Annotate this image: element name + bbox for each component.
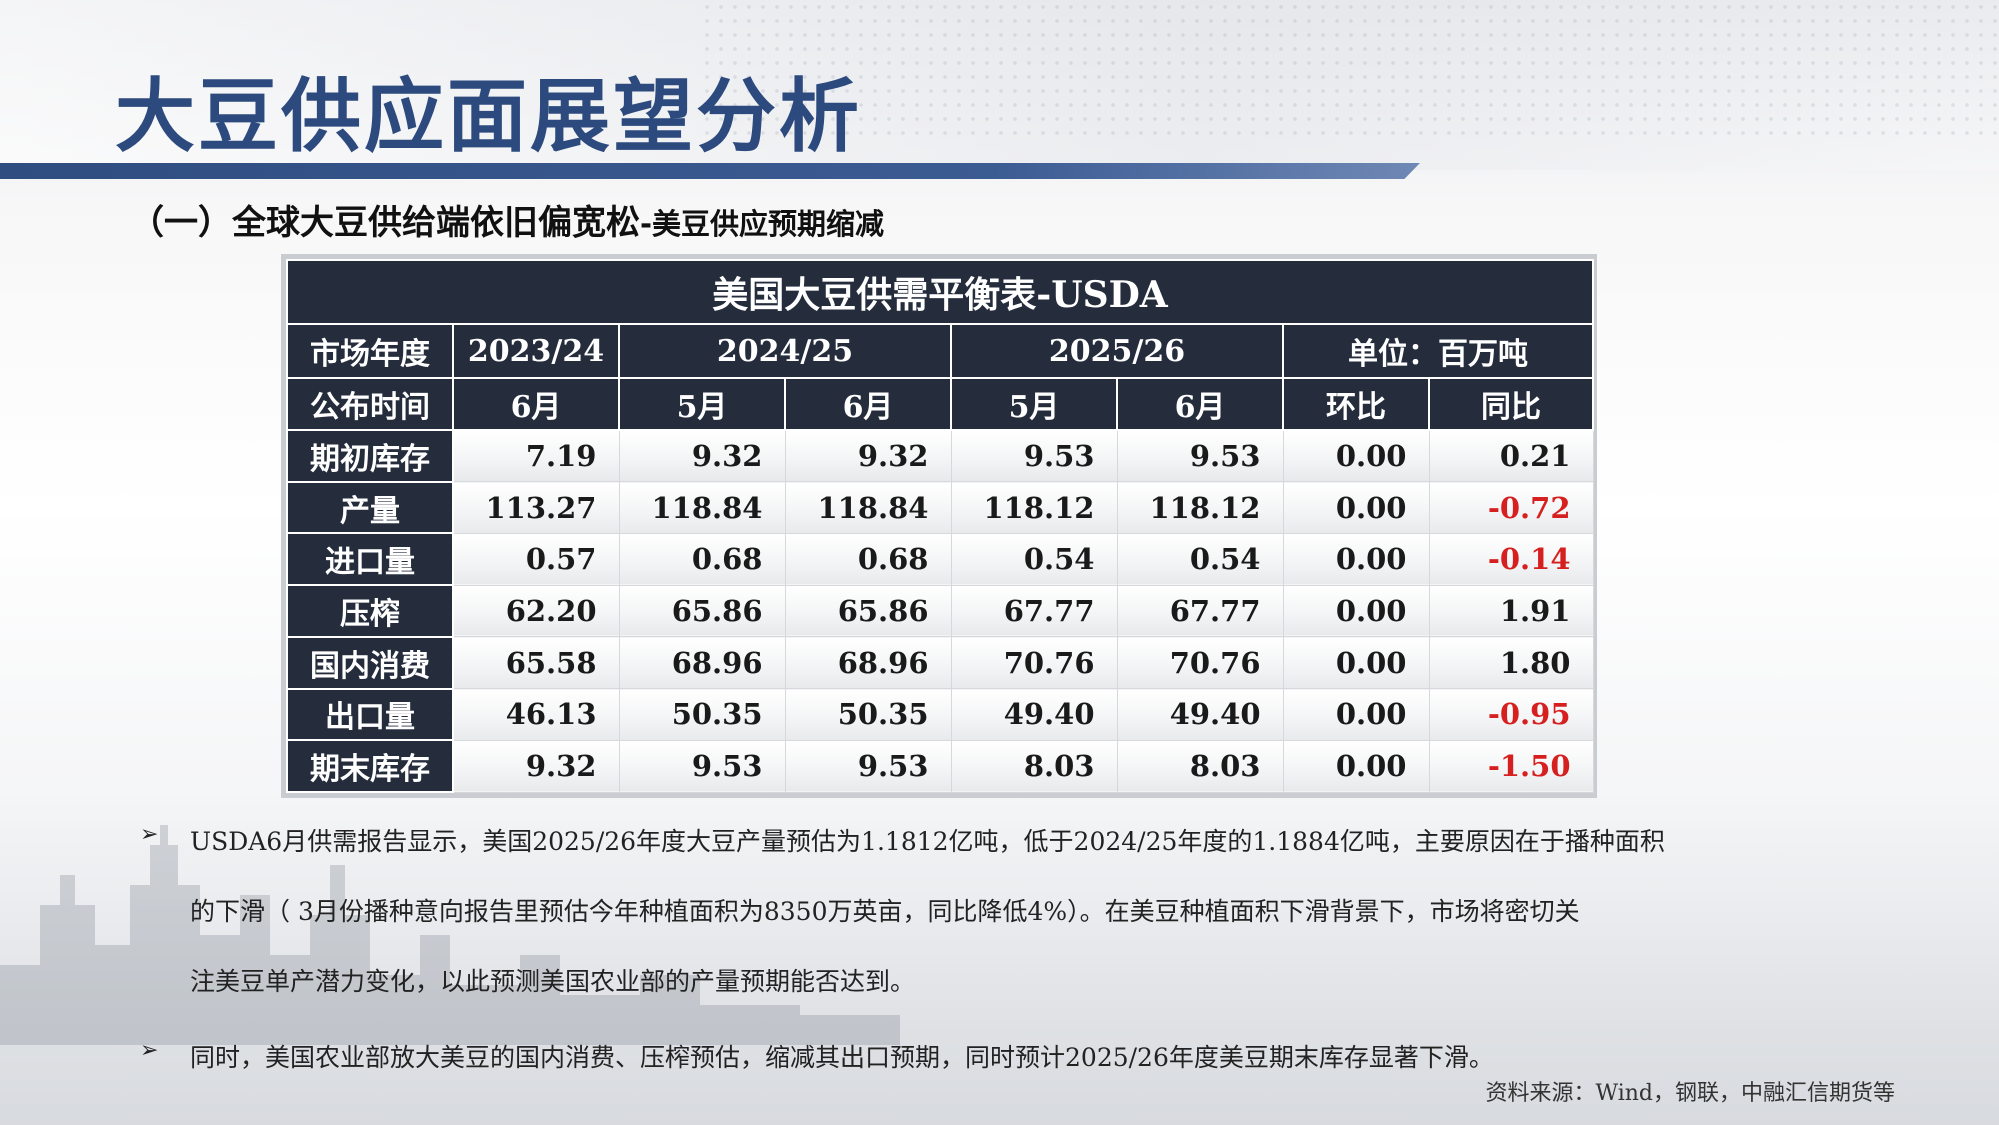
header-year-2023-24: 2023/24 — [452, 323, 620, 379]
header-year-2025-26: 2025/26 — [950, 323, 1284, 379]
table-row: 期末库存 9.32 9.53 9.53 8.03 8.03 0.00 -1.50 — [286, 739, 1594, 793]
table-cell: 49.40 — [1116, 688, 1284, 741]
table-cell: 9.32 — [784, 429, 952, 483]
table-cell: 8.03 — [950, 739, 1118, 793]
table-cell: 0.68 — [618, 532, 786, 586]
table-cell: 9.32 — [452, 739, 620, 793]
subtitle-main: （一）全球大豆供给端依旧偏宽松 — [130, 203, 640, 243]
table-cell: 7.19 — [452, 429, 620, 483]
table-cell: 0.00 — [1282, 636, 1430, 690]
table-cell: 118.84 — [618, 481, 786, 534]
table-cell: 0.21 — [1428, 429, 1594, 483]
bullet-arrow-icon: ➢ — [140, 822, 159, 847]
table-cell: 9.32 — [618, 429, 786, 483]
table-cell: -0.14 — [1428, 532, 1594, 586]
bullet-text-line: USDA6月供需报告显示，美国2025/26年度大豆产量预估为1.1812亿吨，… — [190, 827, 1665, 856]
header-col-4: 5月 — [950, 377, 1118, 431]
header-col-5: 6月 — [1116, 377, 1284, 431]
header-release-label: 公布时间 — [286, 377, 454, 431]
table-row: 国内消费 65.58 68.96 68.96 70.76 70.76 0.00 … — [286, 635, 1594, 690]
skyline-decoration — [0, 825, 900, 1045]
table-cell: 70.76 — [1116, 636, 1284, 690]
header-market-year-label: 市场年度 — [286, 323, 454, 379]
header-unit: 单位：百万吨 — [1282, 323, 1594, 379]
table-cell: 9.53 — [784, 739, 952, 793]
table-cell: 0.00 — [1282, 429, 1430, 483]
table-cell: -0.95 — [1428, 688, 1594, 741]
table-cell: 118.84 — [784, 481, 952, 534]
table-cell: 50.35 — [784, 688, 952, 741]
table-cell: 70.76 — [950, 636, 1118, 690]
table-cell: 0.00 — [1282, 739, 1430, 793]
slide-title: 大豆供应面展望分析 — [115, 70, 862, 163]
table-row: 压榨 62.20 65.86 65.86 67.77 67.77 0.00 1.… — [286, 584, 1594, 638]
subtitle-sub: -美豆供应预期缩减 — [640, 207, 885, 241]
table-row: 期初库存 7.19 9.32 9.32 9.53 9.53 0.00 0.21 — [286, 429, 1594, 483]
row-label: 进口量 — [286, 532, 454, 587]
header-col-2: 5月 — [618, 377, 786, 431]
header-yoy: 同比 — [1428, 377, 1594, 431]
row-label: 出口量 — [286, 687, 454, 742]
bullet-text-line: 同时，美国农业部放大美豆的国内消费、压榨预估，缩减其出口预期，同时预计2025/… — [190, 1043, 1494, 1072]
table-cell: 1.80 — [1428, 636, 1594, 690]
world-map-decoration — [700, 0, 1999, 140]
header-mom: 环比 — [1282, 377, 1430, 431]
table-cell: 0.54 — [950, 532, 1118, 586]
table-cell: 0.54 — [1116, 532, 1284, 586]
table-row: 产量 113.27 118.84 118.84 118.12 118.12 0.… — [286, 480, 1594, 535]
table-cell: 0.00 — [1282, 584, 1430, 638]
table-cell: -0.72 — [1428, 481, 1594, 534]
table-cell: 0.68 — [784, 532, 952, 586]
table-cell: 49.40 — [950, 688, 1118, 741]
table-cell: 62.20 — [452, 584, 620, 638]
bullet-text-line: 注美豆单产潜力变化，以此预测美国农业部的产量预期能否达到。 — [190, 967, 916, 996]
table-cell: 67.77 — [950, 584, 1118, 638]
header-col-1: 6月 — [452, 377, 620, 431]
table-title: 美国大豆供需平衡表-USDA — [286, 259, 1594, 325]
city-background-decoration — [0, 795, 1999, 1125]
bullet-item: ➢ USDA6月供需报告显示，美国2025/26年度大豆产量预估为1.1812亿… — [140, 822, 1840, 1042]
header-year-2024-25: 2024/25 — [618, 323, 952, 379]
row-label: 期末库存 — [286, 739, 454, 793]
section-subtitle: （一）全球大豆供给端依旧偏宽松-美豆供应预期缩减 — [130, 195, 884, 244]
table-cell: 65.86 — [618, 584, 786, 638]
row-label: 产量 — [286, 480, 454, 535]
usda-balance-table-frame: 美国大豆供需平衡表-USDA 市场年度 2023/24 2024/25 2025… — [281, 254, 1597, 798]
table-cell: 65.58 — [452, 636, 620, 690]
table-cell: 0.57 — [452, 532, 620, 586]
table-cell: 9.53 — [618, 739, 786, 793]
table-cell: 118.12 — [950, 481, 1118, 534]
header-col-3: 6月 — [784, 377, 952, 431]
table-cell: 0.00 — [1282, 532, 1430, 586]
table-row: 进口量 0.57 0.68 0.68 0.54 0.54 0.00 -0.14 — [286, 532, 1594, 587]
table-cell: 65.86 — [784, 584, 952, 638]
table-cell: 113.27 — [452, 481, 620, 534]
table-cell: 9.53 — [950, 429, 1118, 483]
row-label: 压榨 — [286, 584, 454, 638]
table-cell: -1.50 — [1428, 739, 1594, 793]
row-label: 国内消费 — [286, 635, 454, 690]
table-cell: 9.53 — [1116, 429, 1284, 483]
table-cell: 1.91 — [1428, 584, 1594, 638]
table-row: 出口量 46.13 50.35 50.35 49.40 49.40 0.00 -… — [286, 687, 1594, 742]
table-cell: 118.12 — [1116, 481, 1284, 534]
table-cell: 68.96 — [784, 636, 952, 690]
row-label: 期初库存 — [286, 429, 454, 483]
title-underline-bar — [0, 163, 1420, 179]
table-cell: 67.77 — [1116, 584, 1284, 638]
bullet-item: ➢ 同时，美国农业部放大美豆的国内消费、压榨预估，缩减其出口预期，同时预计202… — [140, 1038, 1840, 1078]
usda-balance-table: 美国大豆供需平衡表-USDA 市场年度 2023/24 2024/25 2025… — [286, 259, 1594, 793]
data-source-note: 资料来源：Wind，钢联，中融汇信期货等 — [1485, 1081, 1895, 1106]
bullet-text-line: 的下滑（ 3月份播种意向报告里预估今年种植面积为8350万英亩，同比降低4%）。… — [190, 897, 1580, 926]
table-cell: 50.35 — [618, 688, 786, 741]
table-cell: 8.03 — [1116, 739, 1284, 793]
header-background — [0, 0, 1999, 170]
table-cell: 46.13 — [452, 688, 620, 741]
table-cell: 68.96 — [618, 636, 786, 690]
table-cell: 0.00 — [1282, 688, 1430, 741]
bullet-arrow-icon: ➢ — [140, 1038, 159, 1063]
table-cell: 0.00 — [1282, 481, 1430, 534]
